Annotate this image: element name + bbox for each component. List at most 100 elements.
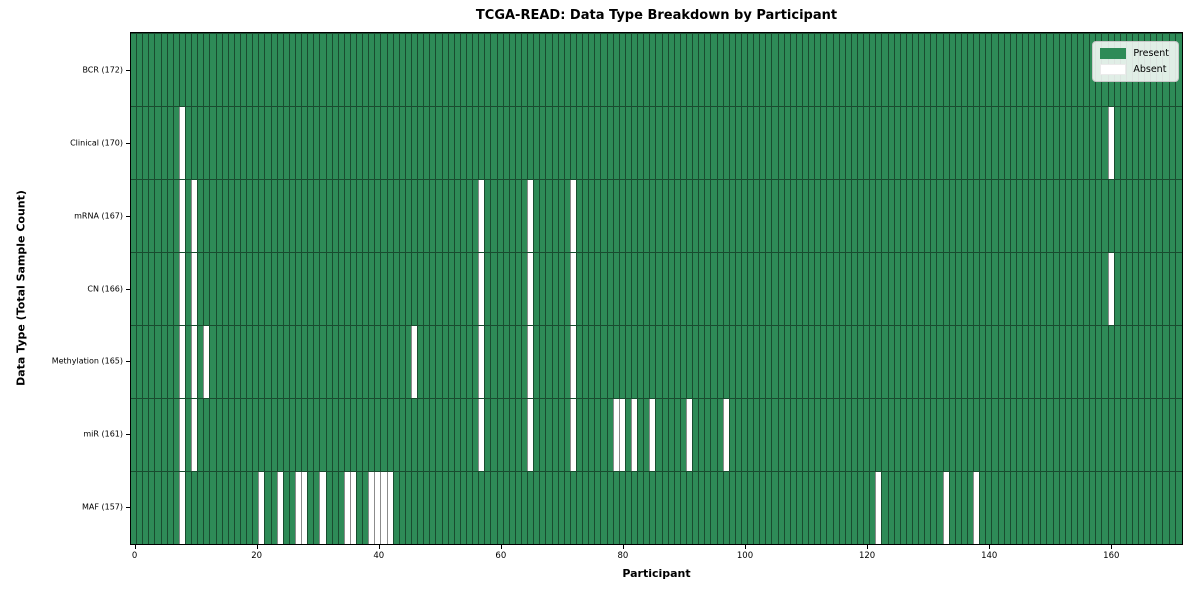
heatmap-cell: [704, 180, 711, 252]
heatmap-cell: [551, 107, 558, 179]
heatmap-cell: [307, 326, 314, 398]
heatmap-cell: [618, 399, 625, 471]
heatmap-cell: [136, 472, 143, 544]
heatmap-cell: [857, 472, 864, 544]
heatmap-cell: [722, 107, 729, 179]
heatmap-cell: [808, 253, 815, 325]
heatmap-cell: [294, 180, 302, 252]
heatmap-cell: [258, 399, 265, 471]
heatmap-cell: [637, 107, 644, 179]
heatmap-cell: [466, 253, 473, 325]
heatmap-cell: [679, 326, 686, 398]
heatmap-row: [131, 471, 1182, 544]
heatmap-cell: [826, 326, 833, 398]
x-tick-mark: [1111, 545, 1113, 549]
heatmap-cell: [466, 472, 473, 544]
heatmap-cell: [759, 472, 766, 544]
heatmap-cell: [191, 34, 198, 106]
heatmap-cell: [160, 399, 167, 471]
heatmap-cell: [673, 180, 680, 252]
y-tick-mark: [126, 142, 130, 144]
heatmap-cell: [673, 253, 680, 325]
heatmap-cell: [1046, 34, 1053, 106]
heatmap-cell: [924, 472, 931, 544]
heatmap-cell: [685, 253, 693, 325]
heatmap-cell: [637, 34, 644, 106]
heatmap-cell: [789, 34, 796, 106]
heatmap-cell: [466, 107, 473, 179]
heatmap-cell: [148, 34, 155, 106]
heatmap-cell: [502, 472, 509, 544]
heatmap-cell: [374, 399, 381, 471]
heatmap-cell: [1113, 180, 1120, 252]
heatmap-cell: [728, 253, 735, 325]
heatmap-cell: [178, 472, 185, 544]
heatmap-cell: [789, 472, 796, 544]
heatmap-cell: [832, 253, 839, 325]
heatmap-cell: [753, 34, 760, 106]
heatmap-cell: [649, 180, 656, 252]
heatmap-cell: [294, 472, 302, 544]
heatmap-cell: [814, 326, 821, 398]
heatmap-cell: [398, 472, 405, 544]
heatmap-cell: [172, 399, 179, 471]
heatmap-cell: [411, 34, 418, 106]
heatmap-cell: [1009, 326, 1016, 398]
heatmap-cell: [991, 472, 998, 544]
heatmap-cell: [942, 180, 949, 252]
y-tick-label: mRNA (167): [74, 211, 123, 221]
heatmap-cell: [533, 326, 540, 398]
heatmap-cell: [1107, 180, 1114, 252]
heatmap-cell: [441, 34, 448, 106]
legend-absent-label: Absent: [1133, 64, 1167, 75]
heatmap-cell: [1131, 472, 1139, 544]
heatmap-cell: [569, 472, 576, 544]
heatmap-cell: [1064, 107, 1071, 179]
heatmap-cell: [722, 399, 729, 471]
heatmap-cell: [765, 472, 772, 544]
heatmap-cell: [1052, 399, 1059, 471]
heatmap-cell: [887, 326, 894, 398]
heatmap-cell: [777, 399, 784, 471]
heatmap-cell: [740, 107, 748, 179]
heatmap-cell: [533, 472, 540, 544]
heatmap-cell: [252, 34, 259, 106]
heatmap-cell: [716, 180, 723, 252]
heatmap-cell: [710, 326, 717, 398]
heatmap-cell: [575, 253, 583, 325]
heatmap-cell: [178, 107, 185, 179]
heatmap-cell: [759, 399, 766, 471]
heatmap-cell: [844, 326, 851, 398]
heatmap-cell: [1150, 253, 1157, 325]
heatmap-cell: [863, 326, 870, 398]
heatmap-cell: [1003, 472, 1010, 544]
heatmap-cell: [429, 399, 436, 471]
heatmap-cell: [899, 472, 906, 544]
heatmap-cell: [844, 107, 851, 179]
heatmap-cell: [453, 399, 460, 471]
heatmap-cell: [893, 399, 900, 471]
heatmap-cell: [722, 34, 729, 106]
heatmap-cell: [838, 180, 845, 252]
heatmap-cell: [850, 326, 858, 398]
heatmap-cell: [246, 472, 253, 544]
heatmap-cell: [282, 472, 289, 544]
y-tick-mark: [126, 288, 130, 290]
x-tick-label: 140: [981, 551, 998, 561]
heatmap-cell: [148, 399, 155, 471]
y-tick-mark: [126, 434, 130, 436]
heatmap-cell: [795, 34, 803, 106]
heatmap-cell: [716, 326, 723, 398]
heatmap-cell: [331, 472, 338, 544]
heatmap-cell: [1174, 253, 1181, 325]
heatmap-cell: [692, 472, 699, 544]
heatmap-cell: [209, 180, 216, 252]
heatmap-cell: [881, 326, 888, 398]
heatmap-cell: [600, 107, 607, 179]
heatmap-cell: [594, 399, 601, 471]
heatmap-cell: [1083, 180, 1090, 252]
heatmap-cell: [1015, 472, 1022, 544]
heatmap-cell: [386, 399, 393, 471]
heatmap-cell: [1028, 180, 1035, 252]
heatmap-cell: [1021, 326, 1029, 398]
